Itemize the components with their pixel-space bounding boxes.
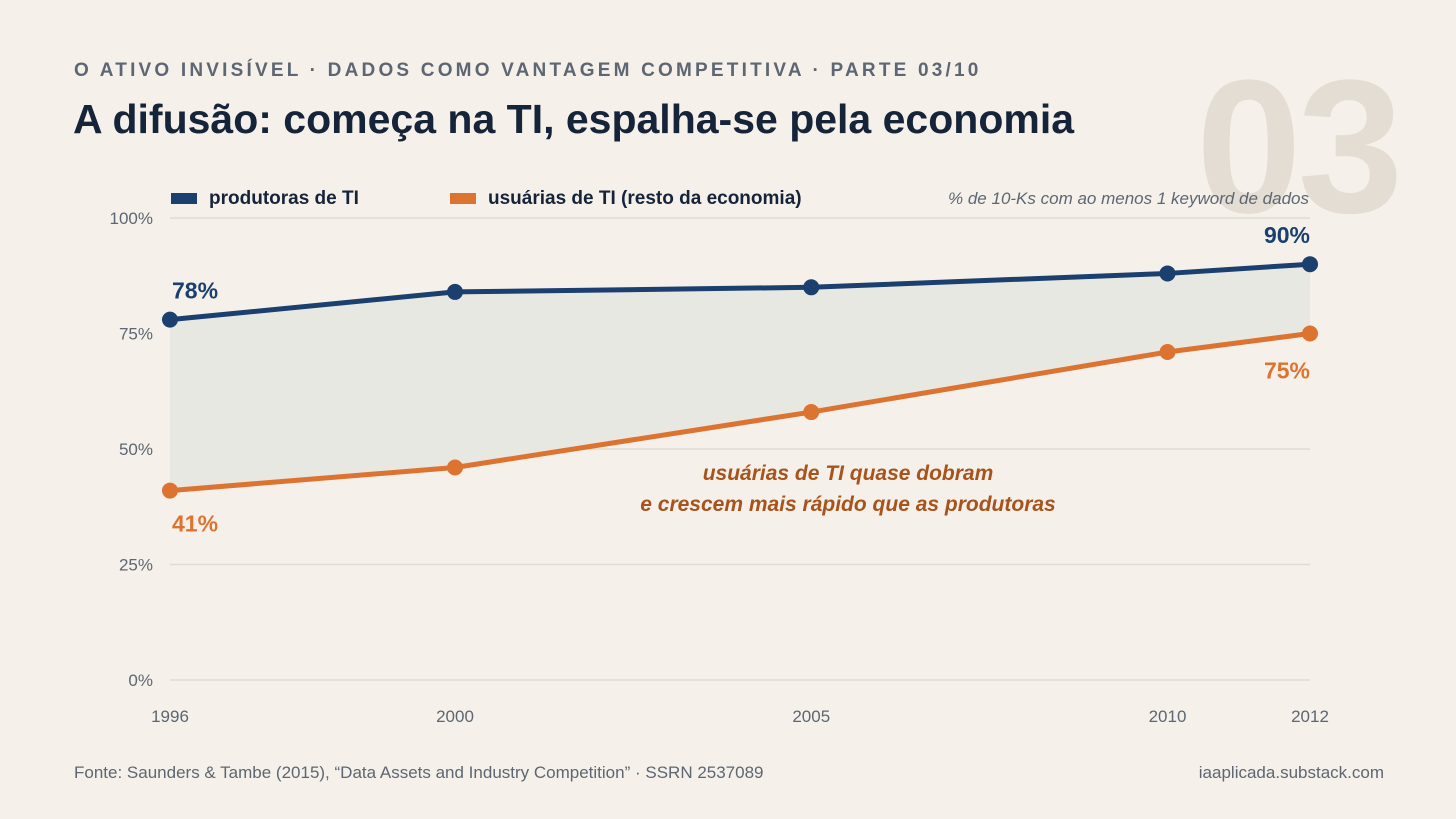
axis-layer: 0% 25% 50% 75% 100% 1996 2000 2005 2010 2012 [110,209,1329,726]
data-point-users [162,482,178,499]
y-tick-label: 75% [119,325,153,344]
x-tick-label: 2000 [436,707,474,726]
data-label-producers-end: 90% [1264,222,1310,248]
legend-label-users: usuárias de TI (resto da economia) [488,188,802,209]
data-point-users [1159,343,1176,360]
data-point-producers [447,283,463,300]
legend-label-producers: produtoras de TI [209,188,359,209]
annotation: usuárias de TI quase dobram e crescem ma… [640,462,1056,516]
page-title: A difusão: começa na TI, espalha-se pela… [73,96,1075,142]
data-point-producers [1302,256,1318,273]
y-tick-label: 50% [119,440,153,459]
data-point-producers [1159,265,1176,282]
y-tick-label: 25% [119,556,153,575]
y-tick-label: 100% [110,209,153,228]
legend: produtoras de TI usuárias de TI (resto d… [171,188,1309,209]
kicker: O ATIVO INVISÍVEL · DADOS COMO VANTAGEM … [74,60,982,81]
x-tick-label: 1996 [151,707,189,726]
unit-note: % de 10-Ks com ao menos 1 keyword de dad… [948,189,1309,208]
data-point-users [803,404,820,421]
data-point-producers [803,279,820,296]
part-number: 03 [1196,41,1403,253]
data-label-producers-start: 78% [172,278,218,304]
annotation-line-2: e crescem mais rápido que as produtoras [640,493,1056,516]
data-point-users [447,459,463,476]
data-label-users-start: 41% [172,511,218,537]
site-link[interactable]: iaaplicada.substack.com [1198,763,1384,782]
x-tick-label: 2010 [1149,707,1187,726]
annotation-line-1: usuárias de TI quase dobram [703,462,994,485]
x-tick-label: 2012 [1291,707,1329,726]
legend-swatch-producers [171,193,197,204]
data-label-users-end: 75% [1264,358,1310,384]
gap-area [170,264,1310,491]
points-layer [162,256,1318,499]
y-tick-label: 0% [128,671,153,690]
data-point-users [1302,325,1318,342]
source-note: Fonte: Saunders & Tambe (2015), “Data As… [74,763,764,782]
data-point-producers [162,311,178,328]
legend-swatch-users [450,193,476,204]
labels-layer: 78% 90% 41% 75% [172,222,1310,536]
x-tick-label: 2005 [792,707,830,726]
